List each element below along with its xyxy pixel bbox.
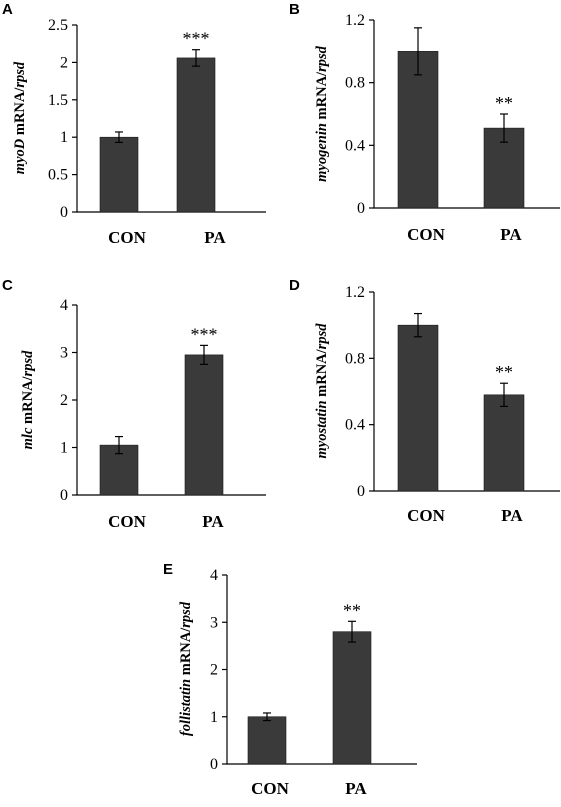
category-label: PA: [204, 228, 226, 247]
y-axis-label-unit: mRNA/: [178, 627, 194, 679]
y-tick-label: 0: [210, 756, 218, 773]
y-tick-label: 1: [60, 440, 68, 457]
y-axis-label-gene: mlc: [20, 427, 36, 449]
y-tick-label: 0.4: [345, 137, 365, 154]
y-tick-label: 0.8: [345, 350, 365, 367]
significance-label: **: [495, 362, 513, 382]
y-axis-label-ref: rpsd: [20, 350, 36, 377]
significance-label: **: [495, 93, 513, 113]
y-tick-label: 2: [60, 392, 68, 409]
panel-letter: E: [163, 561, 173, 578]
category-label: PA: [202, 512, 224, 531]
y-axis-label-unit: mRNA/: [20, 375, 36, 427]
significance-label: **: [343, 600, 361, 620]
y-tick-label: 0: [60, 487, 68, 504]
y-tick-label: 3: [210, 614, 218, 631]
y-axis-label-ref: rpsd: [178, 601, 194, 628]
y-tick-label: 3: [60, 345, 68, 362]
y-tick-label: 1: [60, 129, 68, 146]
y-axis-label-ref: rpsd: [314, 45, 330, 72]
category-label: CON: [108, 512, 147, 531]
bar: [247, 716, 287, 765]
y-axis-label-unit: mRNA/: [12, 87, 28, 139]
panel-letter: B: [289, 1, 300, 18]
panel-letter: C: [2, 277, 13, 294]
y-tick-label: 1: [210, 709, 218, 726]
y-tick-label: 1.2: [345, 12, 365, 29]
y-axis-label-ref: rpsd: [12, 61, 28, 88]
category-label: PA: [500, 225, 522, 244]
y-tick-label: 0.5: [48, 167, 68, 184]
category-label: CON: [251, 779, 290, 798]
bar: [483, 394, 525, 492]
category-label: CON: [108, 228, 147, 247]
panel-a: A 0 0.5 1 1.5 2 2.5 myoD mRNA/rpsd CON *** PA: [2, 1, 266, 247]
category-label: PA: [345, 779, 367, 798]
bar: [184, 354, 224, 496]
panel-c: C 0 1 2 3 4 mlc mRNA/rpsd CON *** PA: [2, 277, 266, 531]
y-axis-label-gene: follistatin: [178, 679, 194, 736]
panel-letter: D: [289, 277, 300, 294]
y-tick-label: 2: [60, 54, 68, 71]
y-tick-label: 0.8: [345, 75, 365, 92]
y-axis-label: myoD mRNA/rpsd: [12, 61, 28, 174]
y-axis-label-gene: myogenin: [314, 123, 330, 182]
y-axis-label-gene: myoD: [12, 138, 28, 174]
panel-d: D 0 0.4 0.8 1.2 myostatin mRNA/rpsd CON ** PA: [289, 277, 560, 525]
y-axis-label: myogenin mRNA/rpsd: [314, 45, 330, 182]
y-tick-label: 0: [357, 483, 365, 500]
panel-b: B 0 0.4 0.8 1.2 myogenin mRNA/rpsd CON ** PA: [289, 1, 560, 244]
y-tick-label: 2: [210, 662, 218, 679]
y-tick-label: 2.5: [48, 17, 68, 34]
y-axis-label-unit: mRNA/: [314, 348, 330, 400]
y-axis-label-gene: myostatin: [314, 400, 330, 458]
panel-e: E 0 1 2 3 4 follistatin mRNA/rpsd CON ** PA: [163, 561, 417, 798]
panel-letter: A: [2, 1, 13, 18]
bar: [176, 57, 216, 213]
y-axis-label: mlc mRNA/rpsd: [20, 350, 36, 449]
y-tick-label: 1.5: [48, 92, 68, 109]
y-axis-label: myostatin mRNA/rpsd: [314, 323, 330, 459]
significance-label: ***: [183, 29, 210, 49]
category-label: PA: [501, 506, 523, 525]
y-tick-label: 0.4: [345, 417, 365, 434]
category-label: CON: [407, 225, 446, 244]
y-tick-label: 4: [60, 297, 68, 314]
bar: [397, 324, 439, 492]
y-tick-label: 0: [60, 204, 68, 221]
bar: [332, 631, 372, 765]
bar: [99, 136, 139, 213]
significance-label: ***: [191, 324, 218, 344]
y-tick-label: 4: [210, 567, 218, 584]
y-axis-label: follistatin mRNA/rpsd: [178, 601, 194, 736]
y-axis-label-ref: rpsd: [314, 323, 330, 350]
y-tick-label: 1.2: [345, 284, 365, 301]
y-axis-label-unit: mRNA/: [314, 71, 330, 123]
category-label: CON: [407, 506, 446, 525]
y-tick-label: 0: [357, 200, 365, 217]
